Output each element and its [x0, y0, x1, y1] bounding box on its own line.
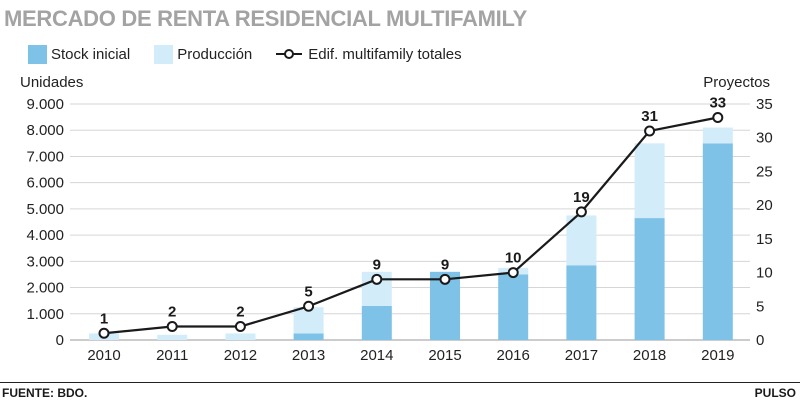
legend-swatch-produccion	[154, 44, 174, 64]
bar-produccion	[702, 127, 733, 144]
bar-produccion	[566, 215, 597, 266]
data-label: 10	[505, 250, 522, 267]
bar-produccion	[225, 333, 256, 340]
line-point	[712, 111, 724, 123]
brand-label: PULSO	[754, 386, 796, 400]
x-tick-label: 2014	[360, 347, 393, 364]
y-tick-label: 2.000	[26, 280, 64, 297]
x-tick-label: 2012	[224, 347, 257, 364]
line-edificios	[103, 116, 719, 335]
y2-tick-label: 0	[756, 332, 764, 349]
bar-produccion	[634, 143, 665, 219]
bar-stock-inicial	[634, 218, 665, 340]
x-tick-label: 2019	[701, 347, 734, 364]
y-tick-label: 1.000	[26, 306, 64, 323]
line-point	[644, 125, 656, 137]
line-point	[303, 300, 315, 312]
data-label: 9	[441, 256, 449, 273]
data-label: 33	[709, 94, 726, 111]
data-label: 9	[373, 256, 381, 273]
y2-axis-title: Proyectos	[703, 74, 770, 91]
y-tick-label: 8.000	[26, 122, 64, 139]
y-tick-label: 6.000	[26, 175, 64, 192]
y-axis-title: Unidades	[20, 74, 83, 91]
data-label: 5	[304, 283, 312, 300]
data-label: 1	[100, 310, 108, 327]
y-tick-label: 9.000	[26, 96, 64, 113]
legend-line-marker-icon	[276, 49, 303, 59]
legend-item-stock: Stock inicial	[28, 44, 131, 64]
line-point	[234, 321, 246, 333]
legend-label-edificios: Edif. multifamily totales	[308, 45, 462, 63]
legend-label-stock: Stock inicial	[51, 45, 131, 63]
y2-tick-label: 25	[756, 163, 773, 180]
chart-area: 0 1.000 2.000 3.000 4.000 5.000 6.000 7.000 8.00…	[20, 74, 773, 364]
data-label: 31	[641, 108, 658, 125]
footer-divider	[0, 382, 800, 383]
y-tick-label: 5.000	[26, 201, 64, 218]
x-tick-label: 2010	[87, 347, 120, 364]
data-label: 2	[168, 304, 176, 321]
x-tick-label: 2015	[428, 347, 461, 364]
bar-stock-inicial	[702, 143, 733, 340]
line-point	[98, 327, 110, 339]
legend-label-produccion: Producción	[177, 45, 253, 63]
data-label: 19	[573, 189, 590, 206]
y2-tick-label: 5	[756, 298, 764, 315]
x-tick-label: 2018	[633, 347, 666, 364]
source-note: FUENTE: BDO.	[2, 386, 88, 400]
y2-tick-label: 30	[756, 130, 773, 147]
y-tick-label: 0	[56, 332, 64, 349]
x-tick-label: 2013	[292, 347, 325, 364]
line-point	[371, 273, 383, 285]
bar-stock-inicial	[566, 265, 597, 340]
legend-item-edificios: Edif. multifamily totales	[276, 45, 462, 63]
y2-tick-label: 15	[756, 231, 773, 248]
legend-swatch-stock	[28, 44, 47, 64]
data-label: 2	[236, 304, 244, 321]
line-point	[575, 206, 587, 218]
y2-tick-label: 10	[756, 265, 773, 282]
x-tick-label: 2016	[497, 347, 530, 364]
y2-tick-label: 35	[756, 96, 773, 113]
bar-stock-inicial	[498, 274, 529, 340]
x-tick-label: 2011	[156, 347, 188, 364]
legend-item-produccion: Producción	[154, 44, 253, 64]
chart-title: MERCADO DE RENTA RESIDENCIAL MULTIFAMILY	[4, 6, 527, 31]
y-tick-label: 4.000	[26, 227, 64, 244]
bar-stock-inicial	[361, 305, 392, 340]
y-tick-label: 7.000	[26, 148, 64, 165]
legend: Stock inicial Producción Edif. multifami…	[28, 44, 486, 64]
x-tick-label: 2017	[565, 347, 598, 364]
bar-stock-inicial	[293, 333, 324, 340]
y-tick-label: 3.000	[26, 253, 64, 270]
line-point	[439, 273, 451, 285]
y2-tick-label: 20	[756, 197, 773, 214]
line-point	[166, 321, 178, 333]
line-point	[507, 267, 519, 279]
bar-produccion	[157, 334, 188, 340]
